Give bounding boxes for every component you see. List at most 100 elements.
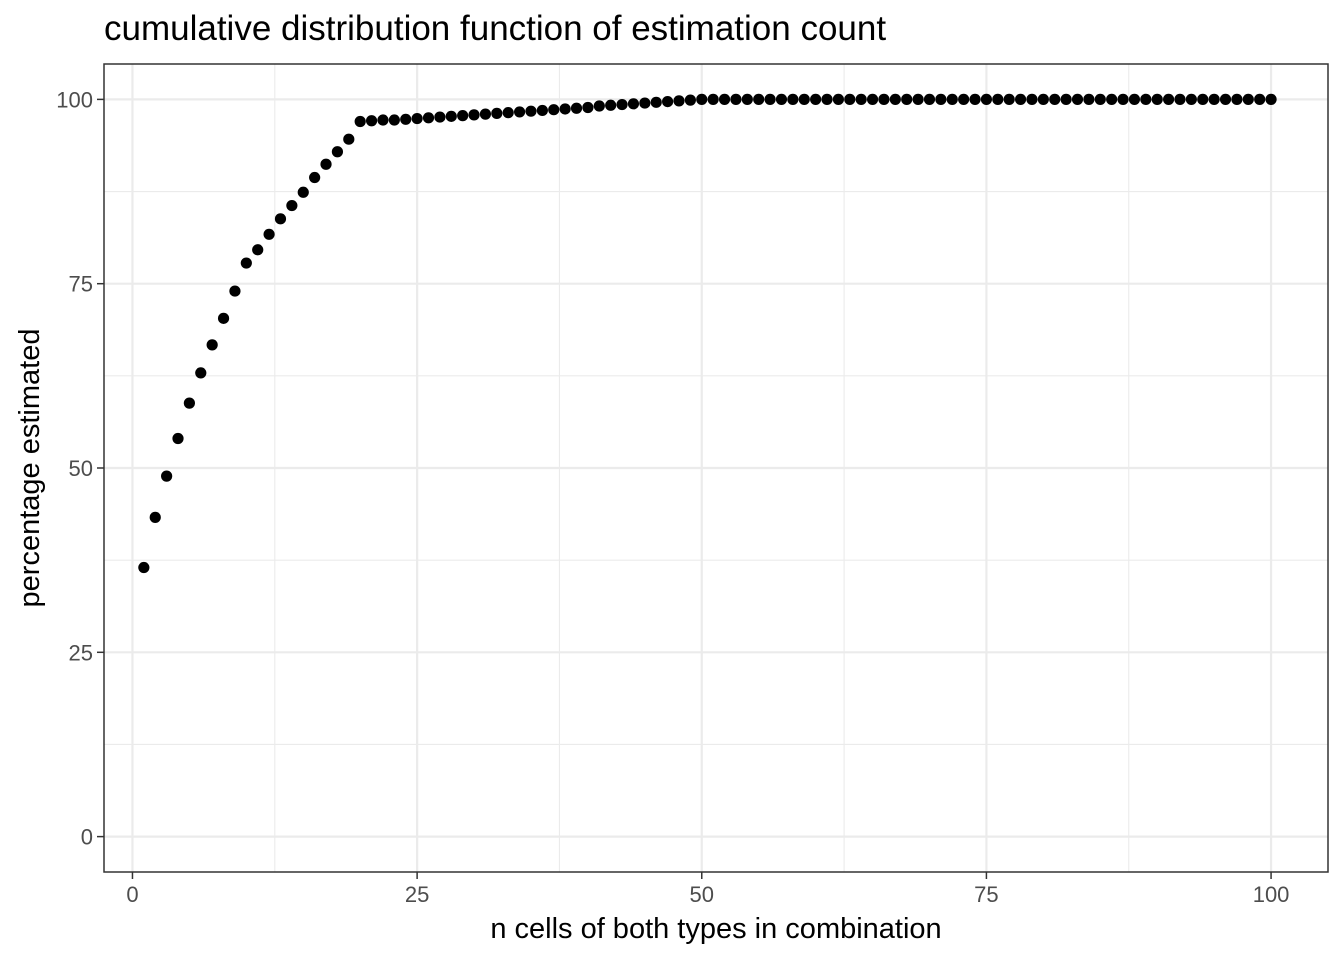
data-point xyxy=(1037,93,1049,105)
data-point xyxy=(331,146,344,158)
x-axis-tick-label: 75 xyxy=(974,882,998,907)
data-point xyxy=(878,93,890,105)
data-point xyxy=(605,99,617,111)
data-point xyxy=(593,100,605,112)
data-point xyxy=(639,97,651,109)
data-point xyxy=(320,158,332,170)
x-axis-tick-label: 25 xyxy=(405,882,429,907)
x-axis-title: n cells of both types in combination xyxy=(490,913,941,945)
data-point xyxy=(1003,93,1015,105)
data-point xyxy=(1265,93,1277,105)
y-axis-title: percentage estimated xyxy=(14,329,46,608)
y-axis-tick-label: 25 xyxy=(69,640,93,665)
data-point xyxy=(422,112,435,124)
data-point xyxy=(980,93,993,105)
data-point xyxy=(855,93,867,105)
data-point xyxy=(468,109,480,121)
data-point xyxy=(297,186,309,198)
data-point xyxy=(513,106,526,118)
data-point xyxy=(1254,93,1266,105)
data-point xyxy=(946,93,958,105)
data-point xyxy=(559,103,571,115)
data-point xyxy=(958,93,970,105)
data-point xyxy=(1106,93,1118,105)
x-axis-tick-label: 50 xyxy=(690,882,714,907)
data-point xyxy=(969,93,981,105)
data-points xyxy=(138,93,1277,574)
y-axis-tick-label: 100 xyxy=(56,87,93,112)
data-point xyxy=(457,110,469,122)
data-point xyxy=(787,93,799,105)
data-point xyxy=(798,93,810,105)
data-point xyxy=(1014,93,1027,105)
data-point xyxy=(183,397,195,409)
data-point xyxy=(1026,93,1038,105)
data-point xyxy=(274,213,287,225)
data-point xyxy=(1049,93,1061,105)
data-point xyxy=(832,93,845,105)
data-point xyxy=(206,339,218,351)
y-axis-tick-label: 75 xyxy=(69,272,93,297)
data-point xyxy=(923,93,936,105)
data-point xyxy=(707,93,719,105)
data-point xyxy=(582,101,594,114)
data-point xyxy=(479,108,492,120)
data-point xyxy=(821,93,833,105)
data-point xyxy=(1128,93,1141,105)
data-point xyxy=(1083,93,1095,105)
data-point xyxy=(1219,93,1232,105)
data-point xyxy=(309,171,321,184)
data-point xyxy=(935,93,947,105)
data-point xyxy=(1117,93,1129,105)
data-point xyxy=(912,93,924,105)
data-point xyxy=(411,112,423,125)
data-point xyxy=(1094,93,1106,105)
data-point xyxy=(388,114,400,126)
data-point xyxy=(548,104,560,116)
data-point xyxy=(286,199,298,212)
data-point xyxy=(252,244,264,256)
data-point xyxy=(240,257,252,269)
data-point xyxy=(354,115,366,128)
data-point xyxy=(434,111,446,123)
data-point xyxy=(1197,93,1209,105)
data-point xyxy=(673,95,685,107)
data-point xyxy=(1208,93,1220,105)
data-point xyxy=(866,93,879,105)
data-point xyxy=(263,228,275,240)
grid xyxy=(104,64,1328,872)
data-point xyxy=(844,93,856,105)
data-point xyxy=(570,102,583,114)
data-point xyxy=(1242,93,1254,105)
data-point xyxy=(1231,93,1243,105)
data-point xyxy=(1140,93,1152,105)
data-point xyxy=(365,115,378,127)
data-point xyxy=(741,93,753,105)
data-point xyxy=(696,93,708,105)
axis-ticks xyxy=(97,98,1272,879)
data-point xyxy=(810,93,822,105)
x-axis-tick-label: 0 xyxy=(126,882,138,907)
axis-tick-labels: 0 25 50 75 100 0 25 50 75 100 xyxy=(56,87,1289,907)
data-point xyxy=(172,432,184,445)
data-point xyxy=(901,93,913,105)
data-point xyxy=(1071,93,1084,105)
data-point xyxy=(1162,93,1175,105)
data-point xyxy=(343,133,355,145)
data-point xyxy=(1185,93,1197,105)
data-point xyxy=(491,107,503,119)
data-point xyxy=(161,470,173,482)
data-point xyxy=(445,110,457,122)
data-point xyxy=(377,114,389,126)
data-point xyxy=(536,104,548,117)
data-point xyxy=(229,285,241,297)
data-point xyxy=(718,93,731,105)
data-point xyxy=(662,95,674,108)
chart-title: cumulative distribution function of esti… xyxy=(104,9,886,48)
data-point xyxy=(775,93,788,105)
data-point xyxy=(1151,93,1163,105)
data-point xyxy=(217,312,230,324)
data-point xyxy=(502,107,514,119)
data-point xyxy=(889,93,901,105)
